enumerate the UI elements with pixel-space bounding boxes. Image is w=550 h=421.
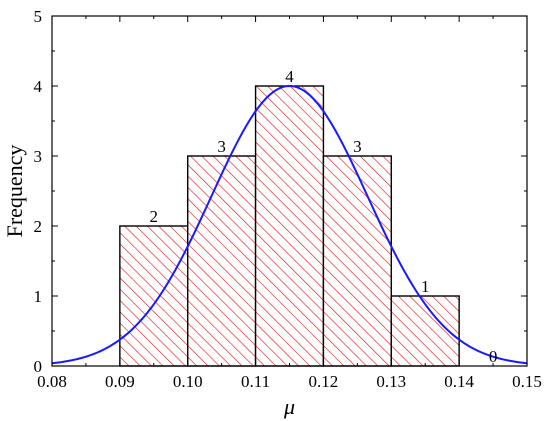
x-tick-label: 0.13: [376, 372, 406, 391]
fit-curve-layer: [51, 84, 528, 365]
bar-count-label: 3: [353, 137, 362, 156]
x-tick-label: 0.08: [37, 372, 67, 391]
y-axis-title: Frequency: [2, 145, 27, 238]
x-axis-title: μ: [283, 394, 295, 419]
y-tick-label: 2: [34, 217, 43, 236]
bars-layer: [119, 85, 460, 367]
y-tick-label: 1: [34, 287, 43, 306]
x-tick-label: 0.12: [309, 372, 339, 391]
bar-count-label: 3: [217, 137, 226, 156]
y-tick-label: 0: [34, 357, 43, 376]
histogram-bar: [254, 85, 325, 367]
y-tick-label: 3: [34, 147, 43, 166]
histogram-bar: [119, 225, 189, 367]
x-tick-label: 0.11: [241, 372, 270, 391]
bar-count-label: 0: [489, 347, 498, 366]
x-axis-ticks: 0.08 0.09 0.10 0.11 0.12 0.13 0.14 0.15: [37, 16, 542, 391]
x-tick-label: 0.15: [512, 372, 542, 391]
bar-count-label: 2: [150, 207, 159, 226]
histogram-bar: [187, 155, 257, 367]
x-tick-label: 0.09: [105, 372, 135, 391]
y-tick-label: 4: [34, 77, 43, 96]
histogram-bar: [322, 155, 392, 367]
x-tick-label: 0.10: [173, 372, 203, 391]
normal-fit-curve: [51, 84, 528, 365]
y-tick-label: 5: [34, 7, 43, 26]
y-axis-ticks: 0 1 2 3 4 5: [34, 7, 527, 376]
bar-count-label: 4: [285, 67, 294, 86]
bar-count-label: 1: [421, 277, 430, 296]
x-tick-label: 0.14: [444, 372, 474, 391]
bar-labels-layer: 2 3 4 3 1 0: [150, 67, 498, 366]
